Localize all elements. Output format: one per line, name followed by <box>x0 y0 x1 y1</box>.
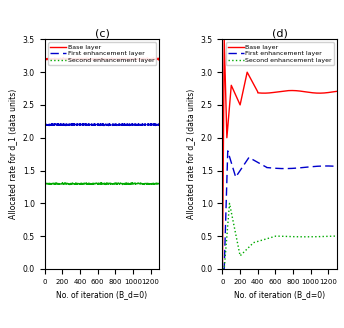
Base layer <box>335 89 339 93</box>
Second enhancement layer <box>108 182 112 186</box>
Base layer <box>286 89 290 92</box>
Base layer <box>114 57 118 61</box>
First enhancement layer <box>286 167 290 171</box>
Second enhancement layer <box>44 181 48 185</box>
First enhancement layer <box>145 123 149 127</box>
Title: (c): (c) <box>95 29 109 39</box>
Line: Second enhancement layer: Second enhancement layer <box>45 182 159 185</box>
Base layer <box>323 91 327 95</box>
Line: First enhancement layer: First enhancement layer <box>45 124 159 126</box>
X-axis label: No. of iteration (B_d=0): No. of iteration (B_d=0) <box>234 290 325 299</box>
Legend: Base layer, First enhancement layer, Second enhancement layer: Base layer, First enhancement layer, Sec… <box>226 43 334 65</box>
Y-axis label: Allocated rate for d_1 (data units): Allocated rate for d_1 (data units) <box>8 89 17 219</box>
Second enhancement layer <box>223 259 227 263</box>
Second enhancement layer <box>291 235 295 239</box>
Base layer <box>145 58 149 62</box>
Base layer <box>221 152 225 156</box>
First enhancement layer <box>157 123 161 127</box>
Base layer <box>223 64 227 68</box>
First enhancement layer <box>114 123 118 127</box>
Line: First enhancement layer: First enhancement layer <box>223 151 337 269</box>
Second enhancement layer <box>157 182 161 186</box>
Base layer <box>291 89 295 92</box>
Second enhancement layer <box>145 181 149 185</box>
Second enhancement layer <box>45 181 49 185</box>
Y-axis label: Allocated rate for d_2 (data units): Allocated rate for d_2 (data units) <box>186 89 195 219</box>
Second enhancement layer <box>323 235 327 238</box>
First enhancement layer <box>221 267 225 271</box>
Second enhancement layer <box>94 182 98 186</box>
Second enhancement layer <box>221 267 225 271</box>
First enhancement layer <box>323 164 327 168</box>
Second enhancement layer <box>335 234 339 238</box>
Second enhancement layer <box>221 267 225 271</box>
Base layer <box>45 57 49 61</box>
Base layer <box>43 57 47 61</box>
First enhancement layer <box>43 123 47 127</box>
Second enhancement layer <box>114 181 118 185</box>
Second enhancement layer <box>73 183 77 187</box>
Base layer <box>272 91 276 94</box>
First enhancement layer <box>44 123 48 127</box>
Line: Second enhancement layer: Second enhancement layer <box>223 203 337 269</box>
Base layer <box>221 267 225 271</box>
First enhancement layer <box>71 122 75 126</box>
First enhancement layer <box>272 166 276 170</box>
First enhancement layer <box>108 123 112 127</box>
First enhancement layer <box>221 267 225 271</box>
Base layer <box>94 57 98 61</box>
Line: Base layer: Base layer <box>223 39 337 269</box>
Second enhancement layer <box>286 235 290 238</box>
First enhancement layer <box>45 123 49 127</box>
First enhancement layer <box>107 124 111 128</box>
Base layer <box>66 58 70 62</box>
X-axis label: No. of iteration (B_d=0): No. of iteration (B_d=0) <box>56 290 148 299</box>
First enhancement layer <box>291 166 295 170</box>
Second enhancement layer <box>43 182 47 186</box>
Base layer <box>61 56 65 60</box>
Second enhancement layer <box>227 201 232 205</box>
Second enhancement layer <box>69 180 73 184</box>
First enhancement layer <box>226 149 230 153</box>
First enhancement layer <box>94 122 98 126</box>
Base layer <box>222 37 226 41</box>
Base layer <box>44 57 48 61</box>
Second enhancement layer <box>272 235 276 238</box>
Legend: Base layer, First enhancement layer, Second enhancement layer: Base layer, First enhancement layer, Sec… <box>49 43 156 65</box>
Line: Base layer: Base layer <box>45 58 159 60</box>
First enhancement layer <box>223 246 227 250</box>
Base layer <box>108 57 112 61</box>
First enhancement layer <box>335 164 339 168</box>
Base layer <box>157 57 161 61</box>
Title: (d): (d) <box>272 29 288 39</box>
